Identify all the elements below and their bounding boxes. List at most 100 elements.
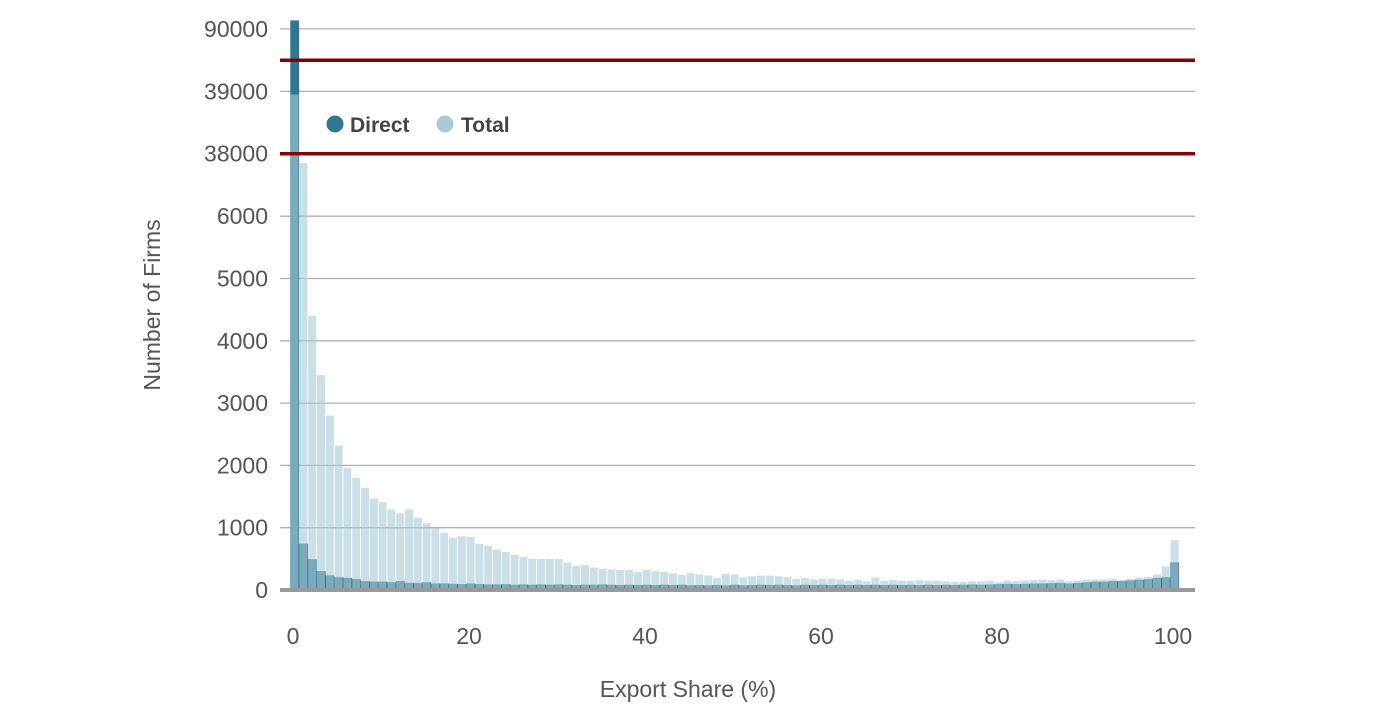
bar-total: [783, 576, 792, 590]
bar-total: [466, 537, 475, 590]
bar-total: [449, 537, 457, 590]
bar-total: [493, 549, 501, 590]
x-tick-label: 0: [287, 623, 300, 649]
bar-total: [880, 580, 889, 590]
direct-bars: [290, 20, 1180, 591]
total-bars: [290, 94, 1179, 591]
bar-total: [1065, 581, 1073, 590]
bar-total: [1161, 566, 1170, 590]
bar-total: [739, 577, 748, 590]
x-axis-title: Export Share (%): [600, 676, 776, 702]
bar-total: [1153, 574, 1161, 590]
bar-total: [607, 569, 616, 590]
bar-total: [818, 578, 827, 590]
bar-total: [871, 577, 880, 590]
legend: Direct Total: [326, 114, 510, 137]
x-tick-label: 20: [456, 623, 482, 649]
bar-total: [325, 415, 334, 590]
bar-total: [1003, 580, 1012, 590]
bar-total: [651, 571, 660, 590]
bar-total: [554, 558, 563, 590]
x-tick-label: 100: [1154, 623, 1192, 649]
bar-total: [968, 581, 977, 590]
bar-total: [387, 509, 396, 590]
x-tick-label: 60: [808, 623, 834, 649]
y-tick-label: 4000: [217, 328, 268, 354]
y-tick-label: 6000: [217, 203, 268, 229]
axis-breaks: [280, 58, 1195, 156]
y-tick-label: 2000: [217, 452, 268, 478]
bar-total: [369, 498, 378, 590]
bar-total: [994, 581, 1003, 590]
bar-total: [1126, 578, 1135, 590]
bar-total: [484, 545, 493, 590]
bar-total: [1029, 580, 1038, 590]
bar-total: [545, 558, 554, 590]
bar-total: [475, 543, 484, 590]
bar-total: [1100, 579, 1109, 590]
bar-total: [897, 580, 906, 590]
bar-total: [572, 565, 581, 590]
bar-total: [941, 581, 950, 590]
legend-label-total: Total: [461, 114, 510, 137]
bar-total: [528, 558, 537, 590]
y-tick-label: 90000: [204, 16, 268, 42]
bar-total: [1135, 577, 1144, 590]
y-axis-title: Number of Firms: [139, 219, 165, 390]
bar-total: [1109, 578, 1117, 590]
bar-total: [598, 568, 607, 590]
bar-total: [1047, 580, 1056, 590]
bar-total: [713, 578, 721, 590]
bar-total: [633, 571, 642, 590]
bar-total: [792, 578, 801, 590]
bar-total: [642, 570, 651, 590]
bar-total: [915, 580, 924, 590]
x-tick-label: 80: [984, 623, 1010, 649]
bar-total: [977, 581, 985, 590]
bar-total: [334, 445, 343, 590]
bar-total: [1056, 579, 1065, 590]
bar-total: [721, 573, 730, 590]
bar-total: [308, 315, 317, 590]
y-tick-label: 1000: [217, 515, 268, 541]
bar-total: [889, 580, 897, 590]
bar-total: [950, 581, 959, 590]
x-tick-labels: 0 20 40 60 80 100: [287, 623, 1193, 649]
bar-total: [510, 555, 519, 590]
bar-total: [660, 571, 669, 590]
bar-total: [440, 532, 449, 590]
bar-total: [1091, 579, 1100, 590]
bar-total: [862, 581, 871, 590]
bar-total: [352, 477, 361, 590]
bar-total: [1021, 580, 1029, 590]
bar-total: [1144, 576, 1153, 590]
y-tick-label: 38000: [204, 141, 268, 167]
bar-total: [625, 570, 633, 590]
bar-total: [836, 579, 845, 590]
bar-total: [669, 573, 677, 590]
bar-total: [906, 580, 915, 590]
bar-total: [457, 536, 466, 590]
y-tick-labels: 0 1000 2000 3000 4000 5000 6000 38000 39000 90000: [204, 16, 268, 603]
bar-total: [616, 570, 625, 590]
bar-total: [1012, 581, 1021, 590]
bar-total: [1038, 579, 1047, 590]
bar-total: [845, 580, 853, 590]
bar-total: [827, 578, 836, 590]
bar-total: [317, 375, 325, 590]
y-tick-label: 3000: [217, 390, 268, 416]
bar-total: [1082, 580, 1091, 590]
bar-total: [501, 551, 510, 590]
bar-total: [853, 580, 862, 590]
bar-total: [378, 502, 387, 590]
bar-total: [413, 517, 422, 590]
bar-total: [361, 487, 369, 590]
bar-total: [730, 574, 739, 590]
bar-total: [1117, 580, 1126, 590]
bar-total: [809, 579, 818, 590]
bar-total: [405, 509, 413, 590]
bar-total: [589, 567, 598, 590]
bar-total: [704, 575, 713, 590]
bar-total: [422, 523, 431, 590]
bar-total: [431, 527, 440, 590]
